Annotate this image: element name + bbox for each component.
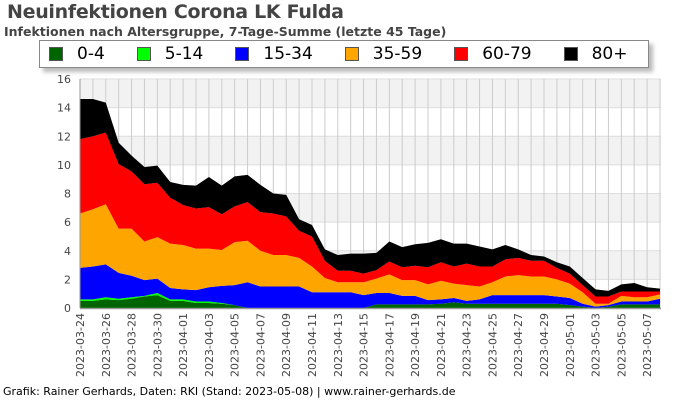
y-tick-label: 0 bbox=[64, 302, 71, 315]
x-tick-label: 2023-03-26 bbox=[100, 313, 113, 377]
legend-item-0-4: 0-4 bbox=[49, 44, 105, 64]
legend-swatch bbox=[563, 47, 578, 61]
x-tick-label: 2023-04-19 bbox=[409, 313, 422, 377]
legend-swatch bbox=[136, 47, 151, 61]
area-series-80-plus bbox=[80, 99, 660, 297]
area-series-60-79 bbox=[80, 132, 660, 304]
legend-label: 0-4 bbox=[77, 44, 105, 64]
legend-swatch bbox=[49, 47, 63, 61]
footer-credit: Grafik: Rainer Gerhards, Daten: RKI (Sta… bbox=[3, 385, 456, 398]
x-tick-label: 2023-03-24 bbox=[74, 313, 87, 377]
legend-label: 15-34 bbox=[263, 44, 313, 64]
grid-band bbox=[80, 136, 661, 165]
legend-item-35-59: 35-59 bbox=[344, 44, 423, 64]
y-tick-label: 14 bbox=[57, 102, 71, 115]
x-tick-label: 2023-04-07 bbox=[254, 313, 267, 377]
x-tick-label: 2023-05-07 bbox=[641, 313, 654, 377]
y-tick-label: 2 bbox=[64, 273, 71, 286]
x-tick-label: 2023-04-25 bbox=[486, 313, 499, 377]
legend-item-5-14: 5-14 bbox=[136, 44, 204, 64]
x-tick-label: 2023-03-30 bbox=[151, 313, 164, 377]
chart-title: Neuinfektionen Corona LK Fulda bbox=[7, 1, 344, 23]
legend-swatch bbox=[235, 47, 250, 61]
x-tick-label: 2023-05-05 bbox=[615, 313, 628, 377]
x-tick-label: 2023-05-03 bbox=[590, 313, 603, 377]
grid-band bbox=[80, 79, 661, 108]
y-tick-label: 16 bbox=[57, 73, 71, 86]
legend-swatch bbox=[454, 47, 469, 61]
x-tick-label: 2023-04-21 bbox=[435, 313, 448, 377]
area-series-0-4 bbox=[80, 295, 660, 308]
chart-subtitle: Infektionen nach Altersgruppe, 7-Tage-Su… bbox=[4, 24, 447, 39]
x-tick-label: 2023-04-15 bbox=[358, 313, 371, 377]
x-tick-label: 2023-04-05 bbox=[229, 313, 242, 377]
x-tick-label: 2023-05-01 bbox=[564, 313, 577, 377]
x-tick-label: 2023-04-17 bbox=[383, 313, 396, 377]
x-tick-label: 2023-04-13 bbox=[332, 313, 345, 377]
legend-label: 60-79 bbox=[482, 44, 532, 64]
legend: 0-4 5-14 15-34 35-59 60-79 80+ bbox=[39, 40, 649, 68]
x-tick-label: 2023-04-03 bbox=[203, 313, 216, 377]
y-tick-label: 6 bbox=[64, 216, 71, 229]
x-tick-label: 2023-04-11 bbox=[306, 313, 319, 377]
area-series-15-34 bbox=[80, 264, 660, 308]
grid-band bbox=[80, 107, 661, 137]
x-tick-label: 2023-04-09 bbox=[280, 313, 293, 377]
x-tick-label: 2023-04-23 bbox=[461, 313, 474, 377]
y-tick-label: 12 bbox=[57, 130, 71, 143]
y-tick-label: 4 bbox=[64, 245, 71, 258]
legend-label: 5-14 bbox=[164, 44, 204, 64]
x-tick-label: 2023-04-29 bbox=[538, 313, 551, 377]
legend-item-80-plus: 80+ bbox=[563, 44, 628, 64]
legend-label: 80+ bbox=[591, 44, 628, 64]
legend-item-15-34: 15-34 bbox=[235, 44, 313, 64]
x-tick-label: 2023-04-01 bbox=[177, 313, 190, 377]
x-tick-label: 2023-03-28 bbox=[126, 313, 139, 377]
legend-swatch bbox=[344, 47, 359, 61]
area-series-35-59 bbox=[80, 204, 660, 307]
legend-item-60-79: 60-79 bbox=[454, 44, 532, 64]
legend-label: 35-59 bbox=[372, 44, 423, 64]
y-tick-label: 8 bbox=[64, 188, 71, 201]
y-tick-label: 10 bbox=[57, 159, 71, 172]
x-tick-label: 2023-04-27 bbox=[512, 313, 525, 377]
